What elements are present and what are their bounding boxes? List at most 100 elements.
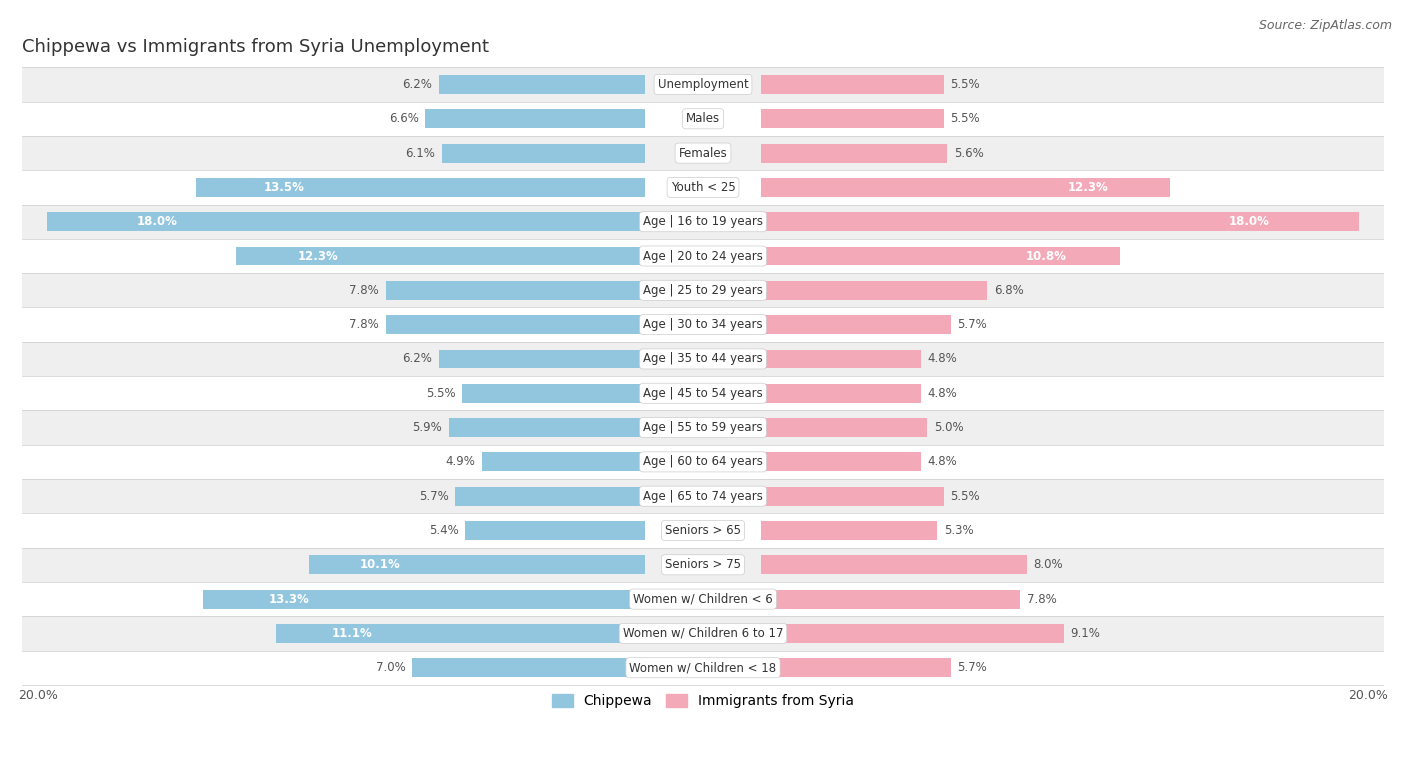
Bar — [21, 616, 1385, 650]
Bar — [482, 453, 645, 472]
Text: 6.2%: 6.2% — [402, 78, 432, 91]
Bar — [385, 281, 645, 300]
Text: 5.7%: 5.7% — [957, 661, 987, 674]
Bar — [761, 556, 1026, 575]
Text: 5.7%: 5.7% — [419, 490, 449, 503]
Text: 5.5%: 5.5% — [426, 387, 456, 400]
Bar — [21, 239, 1385, 273]
Text: Women w/ Children 6 to 17: Women w/ Children 6 to 17 — [623, 627, 783, 640]
Text: Chippewa vs Immigrants from Syria Unemployment: Chippewa vs Immigrants from Syria Unempl… — [21, 38, 489, 56]
Text: Age | 65 to 74 years: Age | 65 to 74 years — [643, 490, 763, 503]
Text: 10.1%: 10.1% — [360, 559, 401, 572]
Text: 7.8%: 7.8% — [1026, 593, 1057, 606]
Text: 5.6%: 5.6% — [953, 147, 984, 160]
Text: Age | 55 to 59 years: Age | 55 to 59 years — [643, 421, 763, 434]
Text: 6.2%: 6.2% — [402, 353, 432, 366]
Bar — [385, 315, 645, 334]
Text: 5.4%: 5.4% — [429, 524, 458, 537]
Bar — [761, 624, 1063, 643]
Bar — [761, 178, 1170, 197]
Bar — [439, 350, 645, 369]
Bar — [761, 418, 928, 437]
Text: 4.9%: 4.9% — [446, 456, 475, 469]
Text: Women w/ Children < 18: Women w/ Children < 18 — [630, 661, 776, 674]
Text: 5.5%: 5.5% — [950, 112, 980, 125]
Bar — [276, 624, 645, 643]
Bar — [426, 109, 645, 128]
Text: 12.3%: 12.3% — [297, 250, 337, 263]
Text: Youth < 25: Youth < 25 — [671, 181, 735, 194]
Bar — [761, 659, 950, 678]
Bar — [21, 376, 1385, 410]
Text: Age | 35 to 44 years: Age | 35 to 44 years — [643, 353, 763, 366]
Text: 13.3%: 13.3% — [269, 593, 309, 606]
Text: Age | 20 to 24 years: Age | 20 to 24 years — [643, 250, 763, 263]
Text: 5.7%: 5.7% — [957, 318, 987, 331]
Bar — [761, 212, 1360, 231]
Bar — [761, 350, 921, 369]
Bar — [761, 384, 921, 403]
Bar — [21, 513, 1385, 547]
Bar — [761, 315, 950, 334]
Text: 4.8%: 4.8% — [928, 456, 957, 469]
Text: 6.8%: 6.8% — [994, 284, 1024, 297]
Text: 10.8%: 10.8% — [1025, 250, 1066, 263]
Bar — [441, 144, 645, 163]
Bar — [761, 75, 943, 94]
Bar — [21, 410, 1385, 444]
Text: Women w/ Children < 6: Women w/ Children < 6 — [633, 593, 773, 606]
Bar — [465, 521, 645, 540]
Bar — [21, 307, 1385, 342]
Text: Seniors > 65: Seniors > 65 — [665, 524, 741, 537]
Text: 18.0%: 18.0% — [1229, 215, 1270, 228]
Text: 7.0%: 7.0% — [375, 661, 405, 674]
Text: 13.5%: 13.5% — [263, 181, 304, 194]
Bar — [761, 144, 948, 163]
Text: Males: Males — [686, 112, 720, 125]
Bar — [21, 444, 1385, 479]
Text: Age | 45 to 54 years: Age | 45 to 54 years — [643, 387, 763, 400]
Bar — [21, 479, 1385, 513]
Text: 5.9%: 5.9% — [412, 421, 441, 434]
Bar — [21, 101, 1385, 136]
Bar — [21, 582, 1385, 616]
Bar — [21, 342, 1385, 376]
Bar — [202, 590, 645, 609]
Text: 6.1%: 6.1% — [405, 147, 436, 160]
Text: 7.8%: 7.8% — [349, 318, 380, 331]
Bar — [761, 521, 938, 540]
Bar — [412, 659, 645, 678]
Bar — [46, 212, 645, 231]
Bar — [21, 273, 1385, 307]
Bar — [761, 281, 987, 300]
Bar — [309, 556, 645, 575]
Bar — [761, 453, 921, 472]
Bar — [21, 547, 1385, 582]
Bar — [21, 136, 1385, 170]
Text: Seniors > 75: Seniors > 75 — [665, 559, 741, 572]
Text: Age | 16 to 19 years: Age | 16 to 19 years — [643, 215, 763, 228]
Bar — [463, 384, 645, 403]
Text: 18.0%: 18.0% — [136, 215, 177, 228]
Bar — [21, 650, 1385, 685]
Text: Age | 25 to 29 years: Age | 25 to 29 years — [643, 284, 763, 297]
Text: 4.8%: 4.8% — [928, 353, 957, 366]
Bar — [21, 170, 1385, 204]
Bar — [21, 204, 1385, 239]
Bar — [21, 67, 1385, 101]
Text: 5.5%: 5.5% — [950, 78, 980, 91]
Text: 9.1%: 9.1% — [1070, 627, 1099, 640]
Bar — [761, 590, 1021, 609]
Bar — [449, 418, 645, 437]
Text: 7.8%: 7.8% — [349, 284, 380, 297]
Bar — [761, 109, 943, 128]
Text: 5.0%: 5.0% — [934, 421, 963, 434]
Text: 12.3%: 12.3% — [1069, 181, 1109, 194]
Text: 11.1%: 11.1% — [332, 627, 373, 640]
Text: 4.8%: 4.8% — [928, 387, 957, 400]
Text: 8.0%: 8.0% — [1033, 559, 1063, 572]
Text: Unemployment: Unemployment — [658, 78, 748, 91]
Bar — [761, 487, 943, 506]
Text: Age | 60 to 64 years: Age | 60 to 64 years — [643, 456, 763, 469]
Bar — [439, 75, 645, 94]
